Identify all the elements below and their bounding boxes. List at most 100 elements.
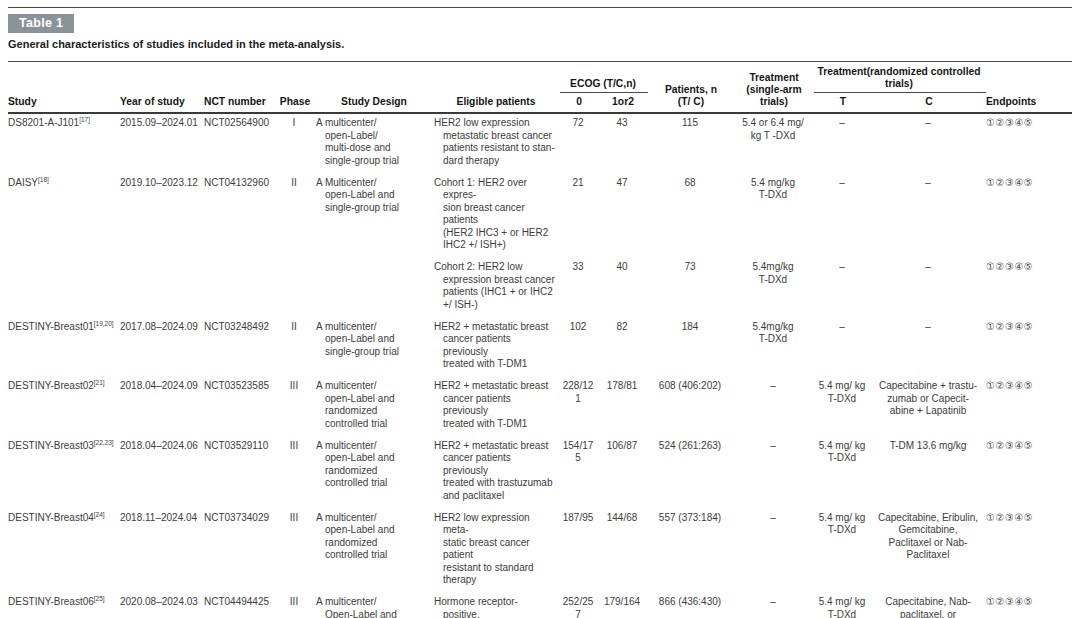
study-name: DESTINY-Breast02 <box>8 380 94 391</box>
col-header-phase: Phase <box>276 62 316 114</box>
cell-single-arm: – <box>736 593 814 618</box>
table-row: DESTINY-Breast06[25]2020.08–2024.03NCT04… <box>8 593 1072 618</box>
col-header-endpoints: Endpoints <box>986 62 1072 114</box>
cell-study: DS8201-A-J101[17] <box>8 113 120 174</box>
cell-ecog1or2: 179/164 <box>600 593 648 618</box>
cell-eligible: HER2 low expression metastatic breast ca… <box>434 113 560 174</box>
cell-endpoints: ①②③④⑤ <box>986 258 1072 318</box>
cell-ecog0: 252/257 <box>560 593 600 618</box>
cell-design <box>316 258 434 318</box>
cell-rct-c: Capecitabine, Nab- paclitaxel, or Paclit… <box>874 593 986 618</box>
cell-ecog1or2: 82 <box>600 318 648 378</box>
reference-superscript: [17] <box>79 116 90 123</box>
cell-rct-c: – <box>874 113 986 174</box>
cell-ecog0: 102 <box>560 318 600 378</box>
cell-year: 2017.08–2024.09 <box>120 318 204 378</box>
cell-design: A multicenter/ open-Label and randomized… <box>316 377 434 437</box>
cell-ecog0: 21 <box>560 174 600 258</box>
cell-endpoints: ①②③④⑤ <box>986 593 1072 618</box>
cell-single-arm: 5.4 or 6.4 mg/ kg T -DXd <box>736 113 814 174</box>
cell-design: A multicenter/ Open-Label and randomized… <box>316 593 434 618</box>
cell-phase: III <box>276 593 316 618</box>
table-row: DESTINY-Breast04[24]2018.11–2024.04NCT03… <box>8 509 1072 593</box>
cell-rct-c: T-DM 13.6 mg/kg <box>874 437 986 509</box>
cell-rct-c: – <box>874 174 986 258</box>
col-header-rct-t: T <box>814 93 874 114</box>
study-name: DESTINY-Breast01 <box>8 321 94 332</box>
cell-year: 2019.10–2023.12 <box>120 174 204 258</box>
study-name: DS8201-A-J101 <box>8 117 79 128</box>
reference-superscript: [25] <box>94 595 105 602</box>
cell-design: A multicenter/ open-Label and randomized… <box>316 437 434 509</box>
cell-endpoints: ①②③④⑤ <box>986 318 1072 378</box>
cell-year <box>120 258 204 318</box>
cell-single-arm: 5.4 mg/kg T-DXd <box>736 174 814 258</box>
col-header-rct-group: Treatment(randomized controlled trials) <box>814 62 986 93</box>
cell-ecog0: 72 <box>560 113 600 174</box>
cell-phase: III <box>276 377 316 437</box>
cell-study: DESTINY-Breast02[21] <box>8 377 120 437</box>
cell-study: DAISY[18] <box>8 174 120 258</box>
cell-endpoints: ①②③④⑤ <box>986 509 1072 593</box>
cell-ecog0: 187/95 <box>560 509 600 593</box>
cell-patients: 73 <box>648 258 736 318</box>
cell-ecog0: 228/121 <box>560 377 600 437</box>
cell-year: 2018.11–2024.04 <box>120 509 204 593</box>
cell-ecog0: 154/175 <box>560 437 600 509</box>
col-header-year: Year of study <box>120 62 204 114</box>
table-header: Study Year of study NCT number Phase Stu… <box>8 62 1072 114</box>
cell-rct-t: 5.4 mg/ kg T-DXd <box>814 509 874 593</box>
cell-rct-t: – <box>814 318 874 378</box>
col-header-patients: Patients, n (T/ C) <box>648 62 736 114</box>
cell-phase: II <box>276 318 316 378</box>
study-name: DESTINY-Breast06 <box>8 596 94 607</box>
cell-study <box>8 258 120 318</box>
cell-patients: 68 <box>648 174 736 258</box>
cell-eligible: HER2 + metastatic breast cancer patients… <box>434 377 560 437</box>
reference-superscript: [24] <box>94 511 105 518</box>
table-row: DS8201-A-J101[17]2015.09–2024.01NCT02564… <box>8 113 1072 174</box>
cell-year: 2015.09–2024.01 <box>120 113 204 174</box>
cell-nct: NCT03529110 <box>204 437 276 509</box>
cell-design: A multicenter/ open-Label/ multi-dose an… <box>316 113 434 174</box>
cell-endpoints: ①②③④⑤ <box>986 377 1072 437</box>
cell-rct-t: – <box>814 174 874 258</box>
cell-rct-t: – <box>814 113 874 174</box>
cell-rct-c: – <box>874 318 986 378</box>
cell-phase: II <box>276 174 316 258</box>
cell-rct-t: – <box>814 258 874 318</box>
cell-ecog0: 33 <box>560 258 600 318</box>
cell-study: DESTINY-Breast06[25] <box>8 593 120 618</box>
studies-table: Study Year of study NCT number Phase Stu… <box>8 61 1072 618</box>
cell-nct: NCT03248492 <box>204 318 276 378</box>
reference-superscript: [21] <box>94 379 105 386</box>
cell-endpoints: ①②③④⑤ <box>986 174 1072 258</box>
col-header-ecog-0: 0 <box>560 93 600 114</box>
cell-ecog1or2: 43 <box>600 113 648 174</box>
cell-rct-c: Capecitabine, Eribulin, Gemcitabine, Pac… <box>874 509 986 593</box>
cell-eligible: HER2 + metastatic breast cancer patients… <box>434 318 560 378</box>
cell-year: 2020.08–2024.03 <box>120 593 204 618</box>
cell-study: DESTINY-Breast01[19,20] <box>8 318 120 378</box>
col-header-rct-c: C <box>874 93 986 114</box>
cell-rct-t: 5.4 mg/ kg T-DXd <box>814 593 874 618</box>
cell-nct: NCT03734029 <box>204 509 276 593</box>
cell-endpoints: ①②③④⑤ <box>986 437 1072 509</box>
cell-phase: III <box>276 509 316 593</box>
col-header-ecog-group: ECOG (T/C,n) <box>560 62 648 93</box>
reference-superscript: [18] <box>38 176 49 183</box>
cell-eligible: Cohort 2: HER2 low expression breast can… <box>434 258 560 318</box>
cell-phase <box>276 258 316 318</box>
cell-study: DESTINY-Breast03[22,23] <box>8 437 120 509</box>
col-header-nct: NCT number <box>204 62 276 114</box>
cell-eligible: Cohort 1: HER2 over expres- sion breast … <box>434 174 560 258</box>
reference-superscript: [19,20] <box>94 320 114 327</box>
cell-year: 2018.04–2024.06 <box>120 437 204 509</box>
cell-patients: 608 (406:202) <box>648 377 736 437</box>
cell-single-arm: 5.4mg/kg T-DXd <box>736 318 814 378</box>
cell-single-arm: – <box>736 377 814 437</box>
top-rule <box>8 7 1072 8</box>
cell-nct: NCT02564900 <box>204 113 276 174</box>
cell-phase: I <box>276 113 316 174</box>
table-row: Cohort 2: HER2 low expression breast can… <box>8 258 1072 318</box>
